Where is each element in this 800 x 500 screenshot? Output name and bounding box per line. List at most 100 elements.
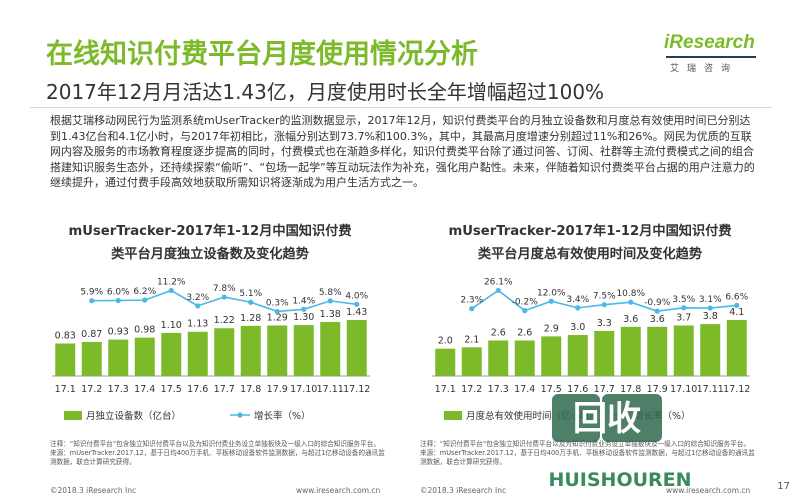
chart-title-line2: 类平台月度总有效使用时间及变化趋势 bbox=[477, 247, 703, 262]
growth-point bbox=[248, 299, 254, 305]
bar bbox=[620, 326, 641, 376]
bar bbox=[435, 348, 456, 376]
bar-value-label: 1.29 bbox=[267, 312, 288, 323]
bar bbox=[267, 325, 288, 376]
growth-point bbox=[601, 302, 607, 308]
x-tick-label: 17.10 bbox=[670, 384, 697, 395]
growth-label: -0.2% bbox=[512, 298, 539, 308]
x-tick-label: 17.6 bbox=[187, 384, 208, 395]
bar-value-label: 4.1 bbox=[729, 307, 744, 318]
growth-point bbox=[89, 298, 95, 304]
bar bbox=[320, 321, 341, 376]
chart-title-line2: 类平台月度独立设备数及变化趋势 bbox=[111, 247, 309, 262]
legend-label-line: 增长率（%） bbox=[254, 410, 311, 422]
page-subtitle: 2017年12月月活达1.43亿，月度使用时长全年增幅超过100% bbox=[46, 80, 605, 104]
growth-point bbox=[469, 306, 475, 312]
bar bbox=[514, 340, 535, 376]
bar-value-label: 0.98 bbox=[134, 325, 155, 336]
bar-value-label: 1.43 bbox=[346, 307, 367, 318]
bar-value-label: 0.87 bbox=[81, 329, 102, 340]
source-text: 来源：mUserTracker.2017.12，基于日均400万手机、平板移动设… bbox=[50, 449, 385, 466]
bar bbox=[108, 339, 129, 376]
growth-label: 5.1% bbox=[239, 289, 262, 299]
bar-value-label: 1.28 bbox=[240, 313, 261, 324]
bar-value-label: 2.9 bbox=[544, 323, 559, 334]
x-tick-label: 17.9 bbox=[647, 384, 668, 395]
bar-value-label: 0.83 bbox=[55, 330, 76, 341]
x-tick-label: 17.8 bbox=[620, 384, 641, 395]
footer-website-left[interactable]: www.iresearch.com.cn bbox=[296, 486, 381, 495]
summary-paragraph: 根据艾瑞移动网民行为监测系统mUserTracker的监测数据显示，2017年1… bbox=[50, 114, 755, 190]
bar bbox=[187, 331, 208, 376]
bar bbox=[700, 324, 721, 376]
growth-label: 4.0% bbox=[345, 291, 368, 301]
watermark-box bbox=[552, 394, 600, 442]
notes-right: 注释：“知识付费平台”包含独立知识付费平台以及为知识付费业务设立单独板块及一级入… bbox=[420, 440, 760, 467]
x-tick-label: 17.10 bbox=[290, 384, 317, 395]
x-tick-label: 17.8 bbox=[240, 384, 261, 395]
x-tick-label: 17.4 bbox=[134, 384, 155, 395]
chart-title-line1: mUserTracker-2017年1-12月中国知识付费 bbox=[68, 224, 352, 239]
growth-point bbox=[274, 308, 280, 315]
bar-value-label: 3.6 bbox=[650, 314, 665, 325]
growth-label: 3.5% bbox=[672, 295, 695, 305]
page-number: 17 bbox=[777, 481, 790, 492]
growth-point bbox=[707, 305, 713, 311]
watermark-box bbox=[602, 394, 662, 442]
chart-title-line1: mUserTracker-2017年1-12月中国知识付费 bbox=[448, 224, 732, 239]
logo-cn-text: 艾瑞咨询 bbox=[670, 64, 739, 74]
growth-label: -0.9% bbox=[644, 298, 671, 308]
growth-label: 11.2% bbox=[157, 278, 186, 288]
x-tick-label: 17.5 bbox=[161, 384, 182, 395]
bar-value-label: 3.0 bbox=[570, 322, 585, 333]
x-tick-label: 17.4 bbox=[514, 384, 535, 395]
growth-point bbox=[354, 301, 360, 307]
growth-point bbox=[142, 297, 148, 303]
footer-copyright-right: ©2018.3 iResearch Inc bbox=[420, 486, 507, 495]
bar-value-label: 2.0 bbox=[438, 336, 453, 347]
note-text: 注释：“知识付费平台”包含独立知识付费平台以及为知识付费业务设立单独板块及一级入… bbox=[50, 440, 380, 448]
x-tick-label: 17.2 bbox=[461, 384, 482, 395]
bar-value-label: 1.38 bbox=[320, 309, 341, 320]
bar bbox=[726, 320, 747, 376]
legend-swatch-bars bbox=[64, 411, 82, 420]
logo-text: iResearch bbox=[664, 32, 755, 53]
bar bbox=[346, 320, 367, 376]
source-text: 来源：mUserTracker.2017.12，基于日均400万手机、平板移动设… bbox=[420, 449, 755, 466]
growth-label: 10.8% bbox=[616, 289, 645, 299]
footer-copyright-left: ©2018.3 iResearch Inc bbox=[50, 486, 137, 495]
growth-point bbox=[327, 298, 333, 304]
bar bbox=[81, 341, 102, 376]
growth-point bbox=[168, 287, 174, 294]
x-tick-label: 17.11 bbox=[697, 384, 724, 395]
footer-website-right[interactable]: www.iresearch.com.cn bbox=[666, 486, 751, 495]
growth-point bbox=[115, 297, 121, 304]
bar-value-label: 3.7 bbox=[676, 312, 691, 323]
x-tick-label: 17.3 bbox=[488, 384, 509, 395]
growth-label: 0.3% bbox=[266, 298, 289, 308]
bar-value-label: 1.10 bbox=[161, 320, 182, 331]
growth-label: 12.0% bbox=[537, 288, 566, 298]
bar bbox=[55, 343, 76, 376]
bar bbox=[161, 332, 182, 376]
bar bbox=[134, 337, 155, 376]
x-tick-label: 17.6 bbox=[567, 384, 588, 395]
bar-value-label: 1.30 bbox=[293, 312, 314, 323]
growth-label: 7.8% bbox=[213, 284, 236, 294]
page-title: 在线知识付费平台月度使用情况分析 bbox=[46, 39, 478, 70]
legend-label-bars: 月独立设备数（亿台） bbox=[86, 410, 181, 422]
bar-value-label: 3.8 bbox=[703, 311, 718, 322]
bar-value-label: 2.6 bbox=[517, 327, 532, 338]
watermark-subtext: HUISHOUREN bbox=[548, 469, 691, 491]
growth-point bbox=[195, 303, 201, 309]
growth-label: 5.9% bbox=[80, 288, 103, 298]
x-tick-label: 17.7 bbox=[594, 384, 615, 395]
bar bbox=[673, 325, 694, 376]
bar-value-label: 2.6 bbox=[491, 327, 506, 338]
x-tick-label: 17.7 bbox=[214, 384, 235, 395]
bar-value-label: 0.93 bbox=[108, 327, 129, 338]
x-tick-label: 17.12 bbox=[723, 384, 750, 395]
watermark-logo: 回收 HUISHOUREN bbox=[548, 394, 692, 491]
growth-label: 3.2% bbox=[186, 293, 209, 303]
chart-device-count: mUserTracker-2017年1-12月中国知识付费 类平台月度独立设备数… bbox=[40, 214, 380, 436]
